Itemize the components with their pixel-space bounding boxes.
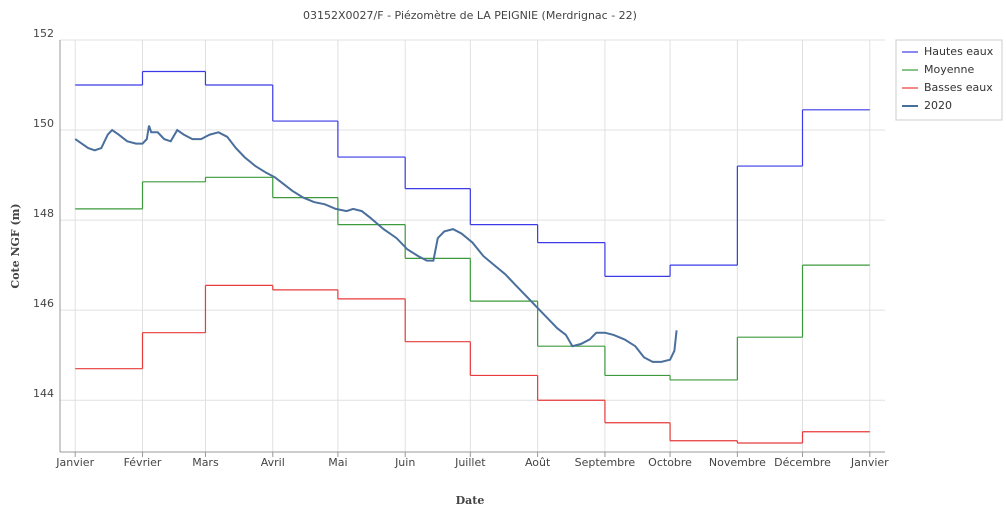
y-axis-label: Cote NGF (m)	[9, 203, 22, 288]
x-tick-label: Novembre	[709, 456, 766, 469]
legend-label: Basses eaux	[924, 81, 993, 94]
y-tick-label: 146	[33, 297, 54, 310]
x-tick-label: Août	[525, 456, 551, 469]
y-tick-label: 148	[33, 207, 54, 220]
x-tick-label: Mai	[328, 456, 347, 469]
x-tick-label: Septembre	[575, 456, 636, 469]
x-tick-label: Juillet	[454, 456, 486, 469]
legend-label: 2020	[924, 99, 952, 112]
x-tick-label: Janvier	[850, 456, 889, 469]
y-tick-label: 152	[33, 27, 54, 40]
legend-label: Hautes eaux	[924, 45, 994, 58]
series-line	[74, 125, 678, 363]
x-tick-label: Mars	[192, 456, 219, 469]
x-tick-label: Avril	[261, 456, 285, 469]
y-tick-label: 150	[33, 117, 54, 130]
x-tick-label: Décembre	[774, 456, 831, 469]
x-tick-label: Juin	[394, 456, 415, 469]
y-tick-label: 144	[33, 387, 54, 400]
legend-label: Moyenne	[924, 63, 974, 76]
x-tick-label: Janvier	[55, 456, 94, 469]
x-axis-label: Date	[456, 494, 485, 507]
chart-title: 03152X0027/F - Piézomètre de LA PEIGNIE …	[303, 9, 637, 22]
x-tick-label: Octobre	[648, 456, 692, 469]
x-tick-label: Février	[124, 456, 162, 469]
